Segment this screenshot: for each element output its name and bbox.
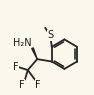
Text: S: S	[47, 30, 53, 40]
Text: F: F	[35, 80, 41, 90]
Text: F: F	[19, 80, 25, 90]
Polygon shape	[32, 48, 37, 59]
Text: F: F	[13, 62, 19, 72]
Text: H₂N: H₂N	[13, 38, 32, 48]
